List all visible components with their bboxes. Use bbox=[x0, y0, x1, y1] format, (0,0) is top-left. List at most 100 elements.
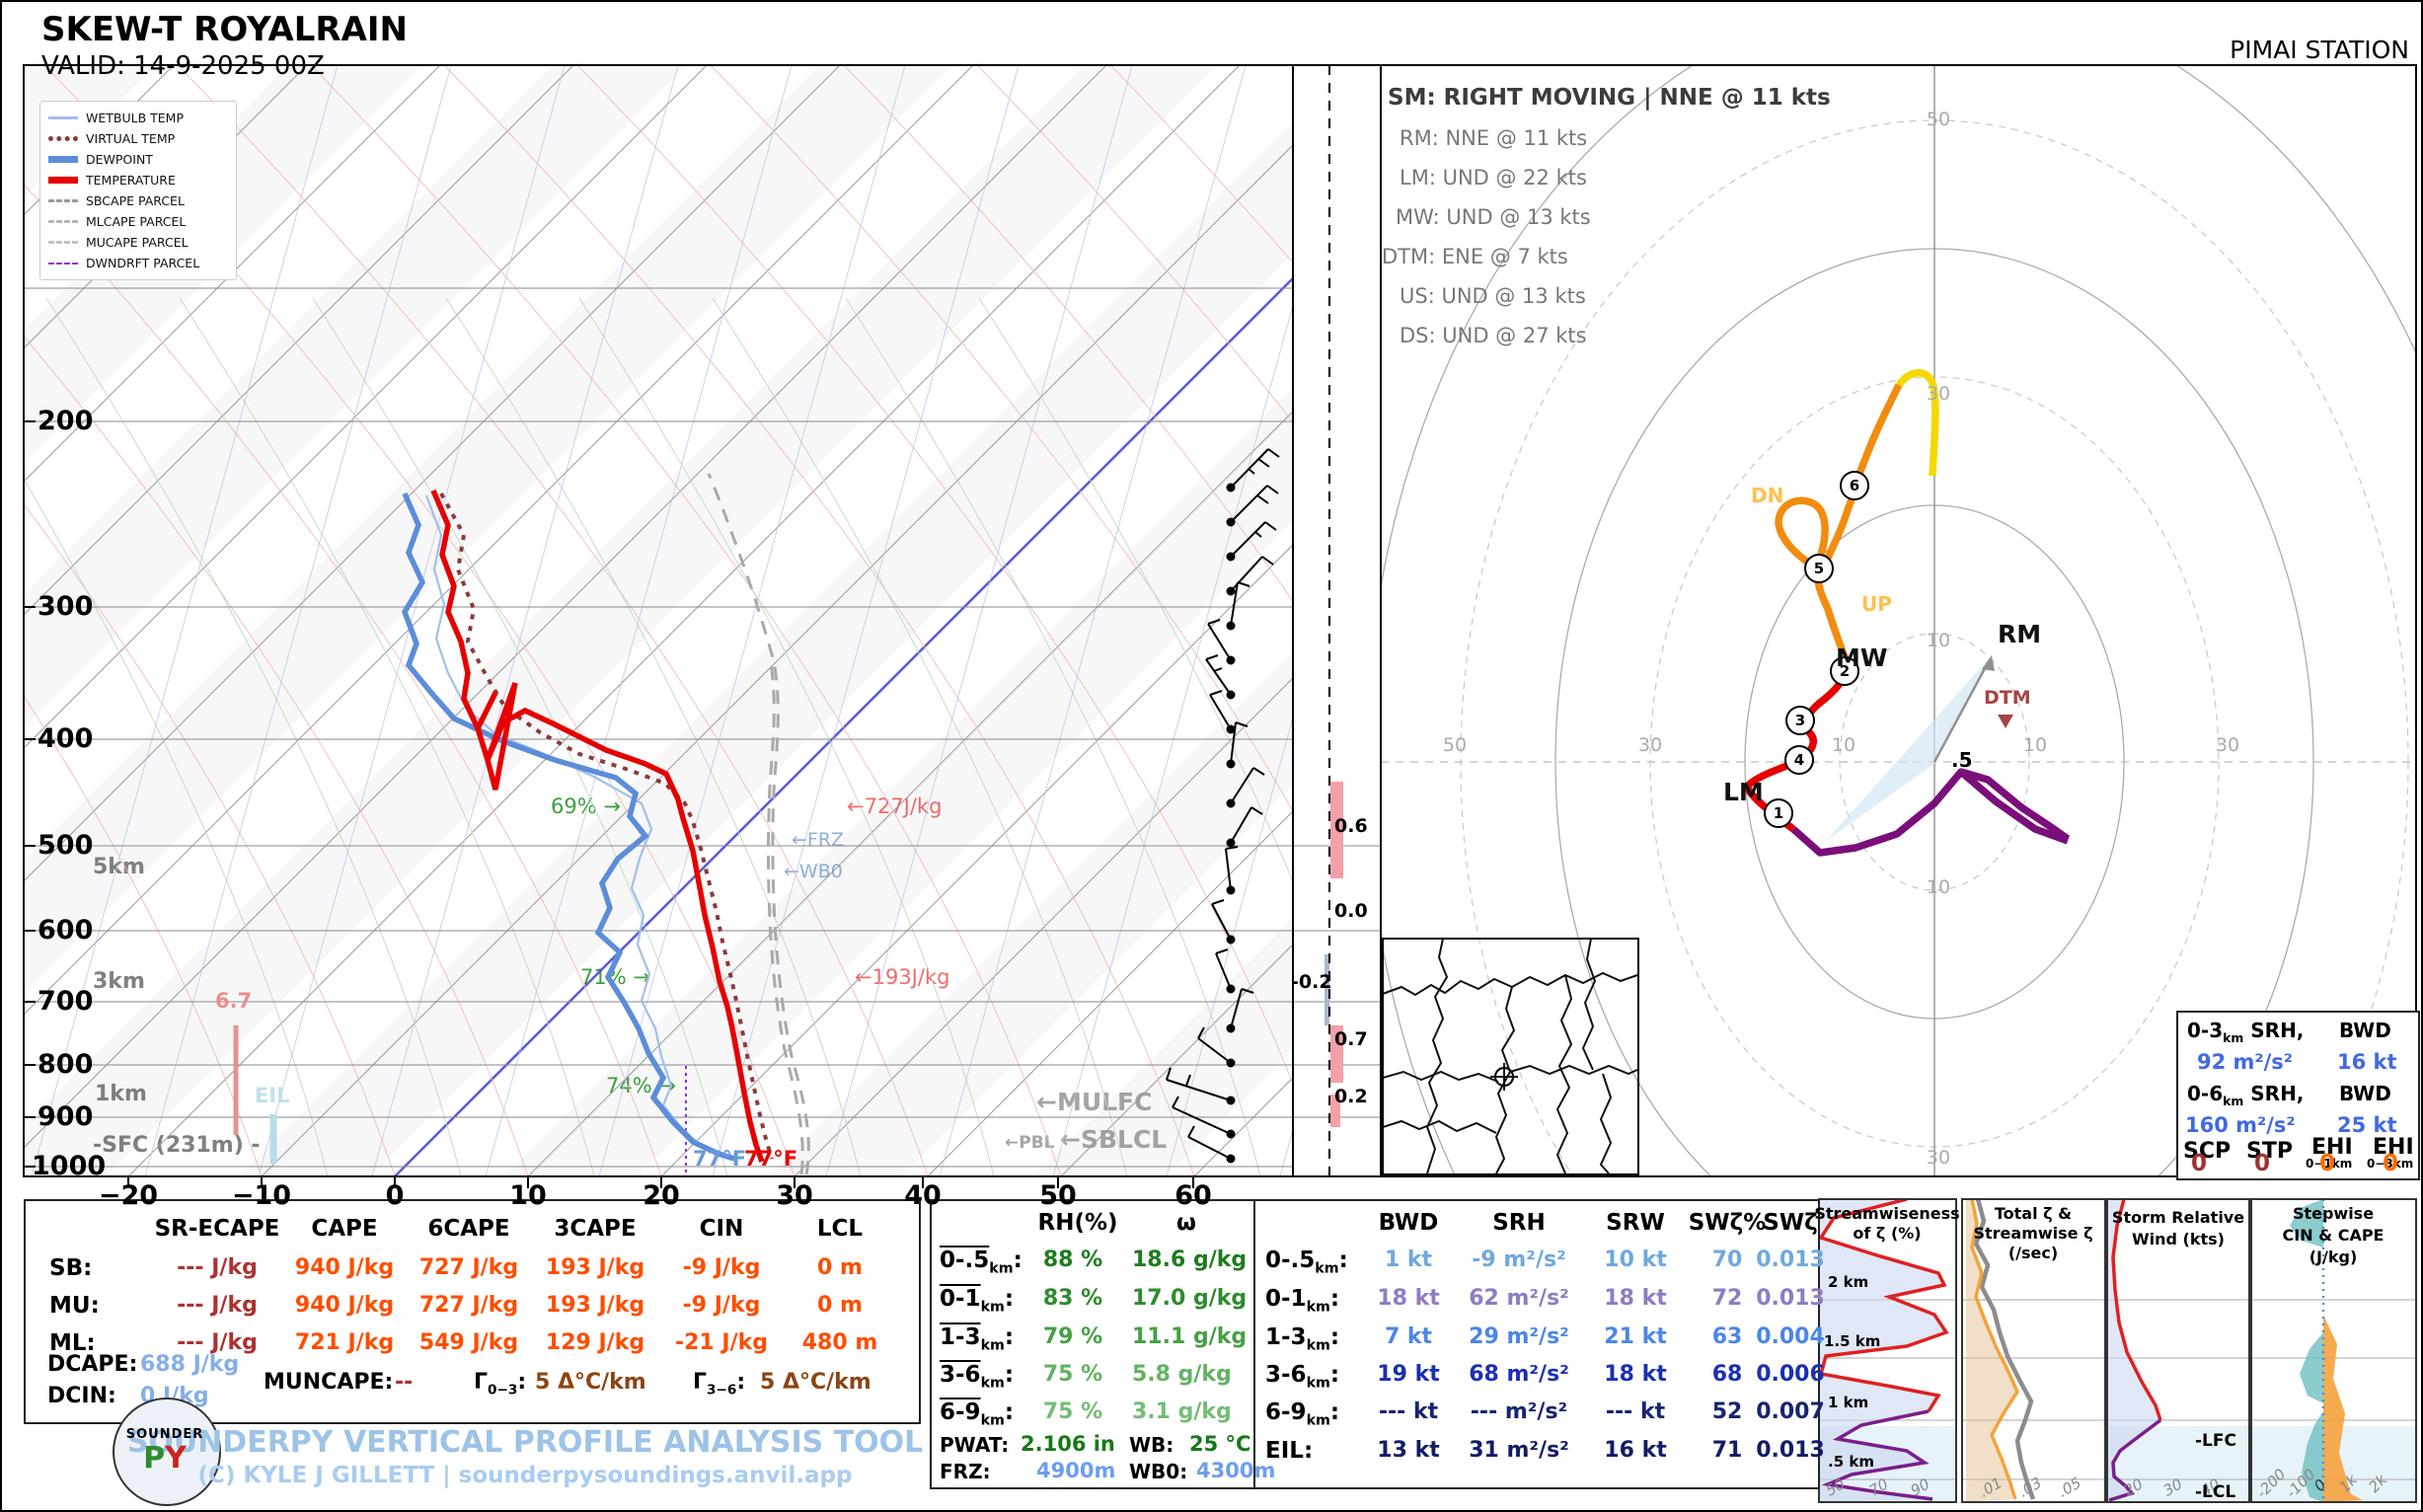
vorticity-title3: (/sec) bbox=[2007, 1244, 2059, 1262]
omega-bar bbox=[1325, 954, 1329, 1025]
lapse-0-3-value: 5 Δ°C/km bbox=[535, 1370, 646, 1395]
lapse-0-3-label: Γ0−3: bbox=[474, 1370, 526, 1398]
sb-srecape: --- J/kg bbox=[177, 1255, 258, 1280]
cin-cape-title3: (J/kg) bbox=[2309, 1247, 2358, 1266]
ml-cin: -21 J/kg bbox=[674, 1330, 769, 1355]
range-sub: km bbox=[1306, 1412, 1330, 1429]
range-sub: km bbox=[2223, 1030, 2244, 1045]
height-marker-1km: 1 bbox=[1764, 798, 1793, 828]
ml-row-label: ML: bbox=[49, 1330, 96, 1356]
mu-lcl: 0 m bbox=[817, 1293, 863, 1318]
logo-p: P bbox=[143, 1441, 166, 1475]
stp-value: 0 bbox=[2253, 1151, 2271, 1176]
swz-value: 0.013 bbox=[1756, 1438, 1825, 1463]
srh-area-fill bbox=[1826, 655, 1992, 841]
footer-title: SOUNDERPY VERTICAL PROFILE ANALYSIS TOOL bbox=[126, 1425, 924, 1460]
height-marker-4km: 4 bbox=[1784, 745, 1814, 775]
gamma-sub: 0−3 bbox=[488, 1382, 518, 1399]
map-inset-boundaries bbox=[1383, 939, 1638, 1174]
rh-value: 88 % bbox=[1042, 1247, 1103, 1272]
mu-3cape: 193 J/kg bbox=[545, 1293, 645, 1318]
bwd-value: --- kt bbox=[1378, 1399, 1439, 1424]
stats-header: LCL bbox=[816, 1216, 864, 1242]
frz-value: 4900m bbox=[1036, 1459, 1116, 1482]
pwat-label: PWAT: bbox=[940, 1433, 1010, 1457]
range-sub: km bbox=[980, 1412, 1005, 1429]
cin-cape-title: Stepwise bbox=[2292, 1204, 2375, 1223]
temp-tick: 30 bbox=[776, 1180, 813, 1211]
ring-label: 10 bbox=[2022, 734, 2048, 756]
scp-value: 0 bbox=[2190, 1151, 2208, 1176]
shear-row-label: 0-1km: bbox=[1265, 1286, 1339, 1316]
cin-cape-title2: CIN & CAPE bbox=[2282, 1226, 2385, 1245]
range: 1-3 bbox=[1265, 1324, 1307, 1350]
sb-3cape: 193 J/kg bbox=[545, 1255, 645, 1280]
stats-header: CAPE bbox=[311, 1216, 378, 1242]
zero-isotherm bbox=[394, 276, 1293, 1176]
pressure-tick: 600 bbox=[38, 915, 94, 945]
range-sub: km bbox=[989, 1260, 1014, 1277]
height-marker-6km: 6 bbox=[1840, 471, 1869, 500]
bwd-value: 19 kt bbox=[1377, 1362, 1440, 1387]
swzpct-header: SWζ% bbox=[1688, 1210, 1767, 1236]
legend-label: DWNDRFT PARCEL bbox=[86, 256, 200, 270]
srh-header: SRH bbox=[1492, 1210, 1546, 1236]
ring-label: 10 bbox=[1926, 876, 1951, 898]
temperature-legend-icon bbox=[48, 177, 78, 184]
srh-word: SRH, bbox=[2250, 1019, 2305, 1042]
temp-tick: 0 bbox=[385, 1180, 405, 1211]
hodograph-frame bbox=[1380, 64, 2417, 1177]
sbcape-legend-icon bbox=[48, 199, 78, 202]
hodo-trace-low bbox=[1790, 768, 2070, 857]
bwd-value: 13 kt bbox=[1377, 1438, 1440, 1463]
eil-label: EIL bbox=[255, 1084, 290, 1107]
range: 0-6 bbox=[2187, 1082, 2224, 1105]
dn-label: DN bbox=[1751, 484, 1784, 507]
mlcape-legend-icon bbox=[48, 220, 78, 223]
temp-tick: 20 bbox=[643, 1180, 680, 1211]
bwd3-value: 16 kt bbox=[2337, 1050, 2397, 1074]
skewt-legend: WETBULB TEMP VIRTUAL TEMP DEWPOINT TEMPE… bbox=[39, 101, 237, 280]
logo-y: Y bbox=[165, 1441, 187, 1475]
wb-label: WB: bbox=[1129, 1433, 1174, 1457]
rh-header: RH(%) bbox=[1037, 1210, 1118, 1236]
colon: : bbox=[1338, 1247, 1348, 1273]
lfc-marker-label: -LFC bbox=[2195, 1431, 2236, 1451]
p1-ylabel: 1.5 km bbox=[1824, 1332, 1881, 1350]
wb-value: 25 °C bbox=[1189, 1432, 1251, 1456]
sb-6cape: 727 J/kg bbox=[418, 1255, 519, 1280]
pressure-tick: 900 bbox=[38, 1101, 94, 1132]
mu-srecape: --- J/kg bbox=[177, 1293, 258, 1318]
eil-row-label: EIL: bbox=[1265, 1438, 1313, 1464]
ring-label: 30 bbox=[1926, 383, 1951, 405]
range-sub: km bbox=[1306, 1299, 1330, 1316]
mu-cape: 940 J/kg bbox=[294, 1293, 395, 1318]
storm-motion-line: LM: UND @ 22 kts bbox=[1400, 166, 1587, 189]
sb-cape: 940 J/kg bbox=[294, 1255, 395, 1280]
srh3-value: 92 m²/s² bbox=[2197, 1050, 2293, 1074]
virtual-temp-legend-icon bbox=[48, 136, 78, 141]
srh-word: SRH, bbox=[2250, 1082, 2305, 1105]
ehi3-value: 0 bbox=[2382, 1151, 2399, 1176]
hodograph bbox=[1381, 65, 2416, 1176]
legend-label: WETBULB TEMP bbox=[86, 111, 184, 125]
lapse-3-6-value: 5 Δ°C/km bbox=[760, 1370, 871, 1395]
streamwiseness-panel-graph bbox=[1819, 1199, 1949, 1502]
sounderpy-logo bbox=[113, 1398, 221, 1506]
bwd-value: 1 kt bbox=[1384, 1247, 1433, 1272]
range-sub: km bbox=[1306, 1375, 1330, 1392]
rh-value: 79 % bbox=[1042, 1324, 1103, 1349]
height-marker-3km: 3 bbox=[1785, 706, 1815, 735]
rh-row-label: 0-1km: bbox=[940, 1286, 1014, 1316]
omega-bar bbox=[1330, 1025, 1343, 1083]
gamma: Γ bbox=[474, 1370, 489, 1395]
hodo-trace-low2 bbox=[1959, 768, 2071, 843]
surface-label: -SFC (231m) - bbox=[93, 1133, 261, 1158]
pressure-tick: 300 bbox=[38, 591, 94, 622]
swz-value: 0.007 bbox=[1756, 1399, 1825, 1424]
height-marker-2km: 2 bbox=[1830, 656, 1859, 686]
ml-6cape: 549 J/kg bbox=[418, 1330, 519, 1355]
dtm-marker bbox=[1998, 715, 2013, 728]
range: 0-1 bbox=[1265, 1286, 1307, 1312]
wb0-label: WB0: bbox=[1129, 1460, 1188, 1483]
